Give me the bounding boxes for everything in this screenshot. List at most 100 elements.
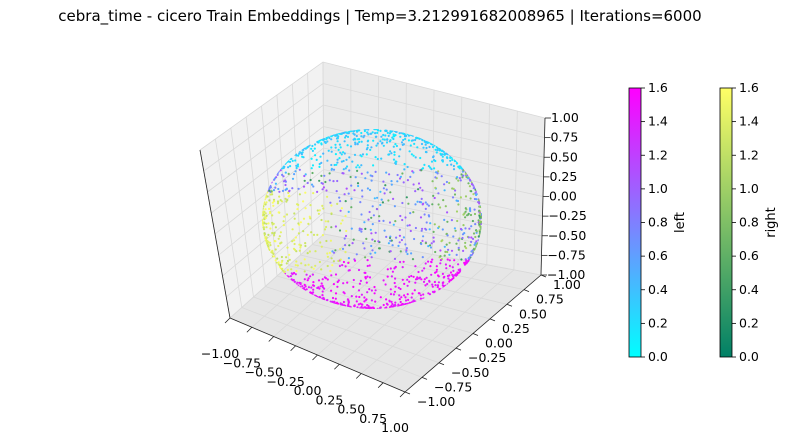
embedding-point [287, 166, 290, 169]
embedding-point [422, 293, 425, 296]
embedding-point [312, 291, 315, 294]
embedding-point [312, 185, 315, 188]
embedding-point [387, 199, 390, 202]
embedding-point [417, 182, 421, 185]
embedding-point [288, 194, 291, 197]
embedding-point [375, 144, 378, 147]
embedding-point [443, 254, 446, 257]
embedding-point [264, 212, 267, 215]
embedding-point [424, 227, 427, 230]
embedding-point [449, 156, 452, 159]
embedding-point [330, 274, 333, 277]
embedding-point [381, 138, 384, 141]
embedding-point [421, 227, 424, 230]
embedding-point [291, 159, 294, 162]
embedding-point [364, 271, 367, 274]
embedding-point [414, 281, 417, 284]
embedding-point [475, 240, 478, 243]
embedding-point [468, 258, 471, 261]
colorbar-tick-label: 0.4 [648, 282, 668, 297]
embedding-point [340, 153, 343, 156]
embedding-point [322, 152, 325, 155]
embedding-point [358, 229, 361, 232]
embedding-point [282, 175, 285, 178]
embedding-point [336, 285, 339, 288]
embedding-point [342, 282, 345, 285]
embedding-point [362, 242, 365, 245]
embedding-point [472, 248, 475, 251]
embedding-point [442, 276, 445, 279]
embedding-point [436, 149, 439, 152]
embedding-point [394, 143, 397, 146]
colorbar-tick-label: 0.2 [739, 315, 759, 330]
embedding-point [462, 224, 465, 227]
embedding-point [448, 279, 451, 282]
embedding-point [440, 175, 443, 178]
embedding-point [427, 245, 430, 248]
embedding-point [393, 153, 396, 156]
colorbar-tick-label: 0.6 [739, 248, 759, 263]
embedding-point [446, 156, 449, 160]
embedding-point [289, 275, 292, 278]
embedding-point [281, 267, 284, 270]
embedding-point [304, 264, 307, 267]
embedding-point [273, 239, 276, 243]
x-tick-label: 0.25 [315, 392, 343, 407]
embedding-point [318, 209, 321, 212]
embedding-point [365, 129, 368, 131]
embedding-point [357, 268, 361, 272]
embedding-point [334, 146, 337, 149]
embedding-point [445, 243, 448, 246]
embedding-point [336, 179, 339, 183]
embedding-point [350, 295, 353, 298]
embedding-point [264, 208, 267, 211]
embedding-point [464, 210, 467, 213]
embedding-point [304, 242, 307, 245]
embedding-point [419, 156, 422, 160]
embedding-point [479, 226, 482, 229]
embedding-point [446, 258, 449, 261]
embedding-point [433, 167, 436, 170]
embedding-point [449, 159, 452, 162]
embedding-point [344, 136, 347, 139]
embedding-point [452, 235, 455, 238]
embedding-point [320, 142, 323, 145]
embedding-point [424, 143, 427, 146]
embedding-point [271, 214, 274, 217]
embedding-point [338, 143, 341, 146]
embedding-point [288, 253, 291, 256]
embedding-point [347, 132, 350, 135]
embedding-point [420, 278, 423, 281]
embedding-point [347, 210, 350, 213]
embedding-point [343, 237, 346, 240]
x-tick-label: 0.50 [337, 402, 365, 417]
embedding-point [264, 236, 267, 239]
embedding-point [478, 205, 481, 208]
embedding-point [458, 177, 461, 180]
x-tick-label: −0.25 [266, 374, 304, 389]
embedding-point [432, 155, 435, 158]
embedding-point [415, 136, 418, 139]
embedding-point [380, 198, 383, 201]
embedding-point [470, 183, 474, 186]
embedding-point [398, 228, 401, 231]
embedding-point [459, 227, 463, 231]
embedding-point [344, 200, 347, 203]
colorbar-tick-label: 1.2 [648, 147, 668, 162]
embedding-point [342, 159, 345, 163]
embedding-point [302, 217, 306, 220]
embedding-point [385, 188, 388, 191]
embedding-point [413, 289, 416, 292]
embedding-point [276, 202, 280, 205]
embedding-point [422, 280, 426, 283]
embedding-point [451, 158, 454, 161]
floor-pane [230, 234, 541, 392]
embedding-point [390, 300, 393, 303]
embedding-point [342, 151, 345, 154]
embedding-point [389, 150, 392, 153]
embedding-point [334, 143, 337, 146]
embedding-point [321, 278, 324, 281]
embedding-point [465, 259, 468, 263]
embedding-point [416, 276, 419, 279]
embedding-point [337, 259, 340, 263]
